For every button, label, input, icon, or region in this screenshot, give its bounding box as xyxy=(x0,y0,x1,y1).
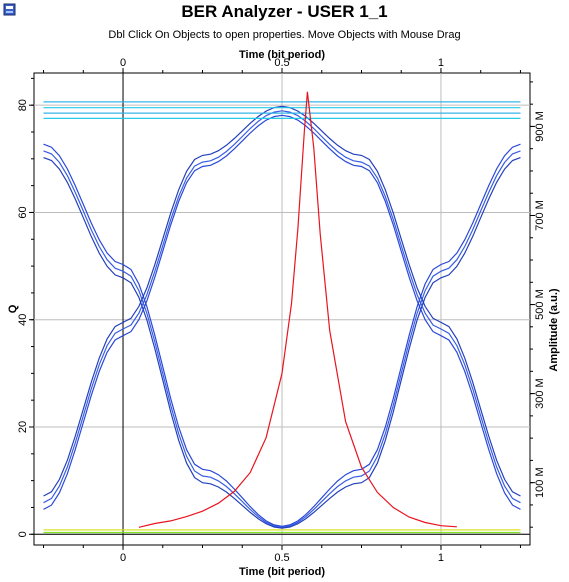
eye-trace xyxy=(43,114,521,510)
top-x-tick-label: 0 xyxy=(120,57,126,69)
y-axis-title: Q xyxy=(7,304,19,313)
y-tick-label: 20 xyxy=(17,421,29,433)
top-x-tick-label: 1 xyxy=(438,57,444,69)
eye-trace xyxy=(43,157,521,529)
y2-axis-title: Amplitude (a.u.) xyxy=(548,288,560,371)
y2-tick-label: 700 M xyxy=(534,200,546,231)
x-tick-label: 0.5 xyxy=(274,552,289,564)
eye-trace xyxy=(43,143,521,527)
x-tick-label: 1 xyxy=(438,552,444,564)
x-tick-label: 0 xyxy=(120,552,126,564)
eye-trace xyxy=(43,110,521,504)
y-tick-label: 60 xyxy=(17,206,29,218)
y-tick-label: 0 xyxy=(17,531,29,537)
x-axis-title: Time (bit period) xyxy=(239,566,325,578)
hint-text: Dbl Click On Objects to open properties.… xyxy=(108,29,461,41)
analyzer-app-icon xyxy=(3,3,16,16)
top-x-tick-label: 0.5 xyxy=(274,57,289,69)
y2-tick-label: 900 M xyxy=(534,111,546,142)
y2-tick-label: 500 M xyxy=(534,289,546,320)
y-tick-label: 80 xyxy=(17,99,29,111)
top-x-axis-title: Time (bit period) xyxy=(239,49,325,61)
eye-trace xyxy=(43,105,521,497)
y2-tick-label: 300 M xyxy=(534,378,546,409)
q-factor-line xyxy=(138,91,457,528)
y2-tick-label: 100 M xyxy=(534,467,546,498)
y-tick-label: 40 xyxy=(17,314,29,326)
eye-trace xyxy=(43,150,521,528)
window-title: BER Analyzer - USER 1_1 xyxy=(181,2,388,21)
